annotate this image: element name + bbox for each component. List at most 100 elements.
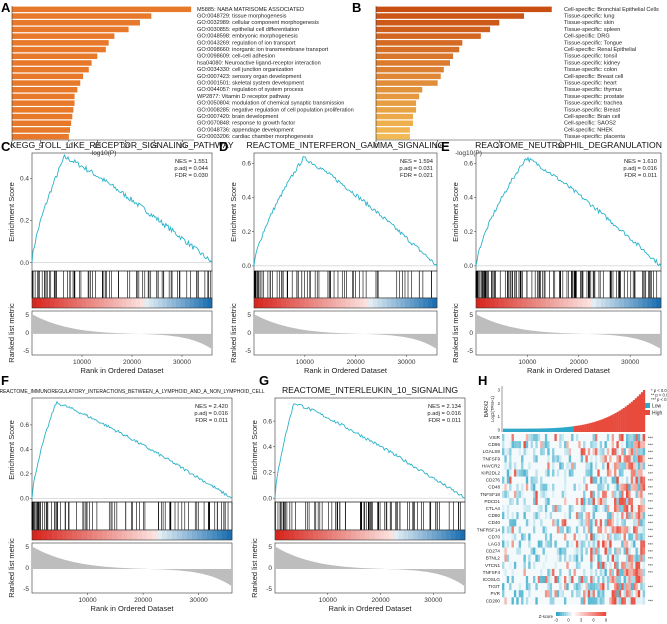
heatmap-cell xyxy=(578,512,581,520)
rank-color-cell xyxy=(68,298,73,308)
rank-color-cell xyxy=(476,298,481,308)
top-bar xyxy=(588,423,591,432)
heatmap-cell xyxy=(640,568,643,577)
rank-color-cell xyxy=(162,298,168,308)
heatmap-cell xyxy=(535,469,538,477)
heatmap-cell xyxy=(597,483,600,491)
heatmap-cell xyxy=(554,476,557,484)
heatmap-cell xyxy=(542,540,546,548)
heatmap-cell xyxy=(637,490,641,499)
heatmap-gene-label: VSIR xyxy=(489,435,500,440)
heatmap-cell xyxy=(554,483,557,491)
rank-color-cell xyxy=(197,530,203,540)
colorbar-tick-label: 3 xyxy=(580,618,583,623)
heatmap-cell xyxy=(504,469,507,477)
heatmap-cell xyxy=(606,441,610,449)
heatmap-cell xyxy=(628,576,631,584)
rank-color-cell xyxy=(63,298,69,308)
heatmap-cell xyxy=(625,512,629,520)
heatmap-cell xyxy=(547,576,550,584)
heatmap-cell xyxy=(630,597,634,605)
heatmap-cell xyxy=(525,469,529,477)
heatmap-cell xyxy=(625,526,629,534)
heatmap-cell xyxy=(590,455,593,463)
heatmap-cell xyxy=(621,519,624,527)
rank-metric-area xyxy=(32,314,212,350)
rank-y-tick-label: 0 xyxy=(469,330,473,337)
rank-color-cell xyxy=(158,298,163,308)
heatmap-cell xyxy=(637,561,641,570)
heatmap-cell xyxy=(642,576,646,584)
heatmap-cell xyxy=(544,497,548,506)
top-y-tick-label: 3 xyxy=(498,388,501,393)
heatmap-cell xyxy=(540,497,543,506)
heatmap-cell xyxy=(535,568,538,577)
heatmap-cell xyxy=(592,583,596,591)
heatmap-cell xyxy=(640,434,643,442)
rank-color-cell xyxy=(113,298,118,308)
heatmap-cell xyxy=(609,469,612,477)
heatmap-cell xyxy=(575,568,579,577)
heatmap-cell xyxy=(518,476,522,484)
heatmap-cell xyxy=(540,547,543,555)
heatmap-cell xyxy=(614,462,617,470)
x-tick-label: 20000 xyxy=(372,597,390,604)
heatmap-cell xyxy=(532,561,536,570)
heatmap-cell xyxy=(642,490,646,499)
heatmap-cell xyxy=(530,462,534,470)
heatmap-cell xyxy=(611,455,615,463)
heatmap-cell xyxy=(556,583,560,591)
heatmap-cell xyxy=(509,455,512,463)
colorbar-tick-label: 6 xyxy=(592,618,595,623)
group-legend-text: Low xyxy=(652,404,662,410)
bar-label: GO:0048729: tissue morphogenesis xyxy=(197,14,287,20)
heatmap-cell xyxy=(633,540,636,548)
heatmap-cell xyxy=(504,526,507,534)
heatmap-cell xyxy=(606,547,610,555)
heatmap-cell xyxy=(521,497,524,506)
heatmap-cell xyxy=(537,469,541,477)
heatmap-cell xyxy=(504,441,507,449)
heatmap-cell xyxy=(594,576,598,584)
heatmap-cell xyxy=(521,483,524,491)
heatmap-cell xyxy=(535,519,538,527)
heatmap-cell xyxy=(571,469,574,477)
heatmap-cell xyxy=(516,505,519,513)
rank-color-cell xyxy=(107,530,113,540)
heatmap-cell xyxy=(621,583,624,591)
rank-color-cell xyxy=(137,530,143,540)
heatmap-cell xyxy=(521,583,524,591)
heatmap-cell xyxy=(611,476,615,484)
heatmap-cell xyxy=(594,512,598,520)
heatmap-cell xyxy=(640,448,643,456)
heatmap-cell xyxy=(571,554,574,562)
heatmap-cell xyxy=(602,434,605,442)
rank-color-cell xyxy=(582,298,588,308)
heatmap-cell xyxy=(573,561,577,570)
heatmap-cell xyxy=(554,505,557,513)
heatmap-cell xyxy=(502,568,505,577)
heatmap-cell xyxy=(540,526,543,534)
rank-color-cell xyxy=(494,298,500,308)
rank-color-cell xyxy=(182,530,188,540)
heatmap-gene-label: TNFSF18 xyxy=(480,492,500,497)
top-bar xyxy=(576,425,579,432)
heatmap-cell xyxy=(618,512,622,520)
heatmap-cell xyxy=(583,533,586,541)
rank-y-tick-label: 0 xyxy=(268,565,272,572)
rank-color-cell xyxy=(189,298,195,308)
heatmap-cell xyxy=(630,490,634,499)
heatmap-cell xyxy=(578,497,581,506)
heatmap-cell xyxy=(537,448,541,456)
rank-color-cell xyxy=(656,298,662,308)
heatmap-cell xyxy=(544,590,548,598)
heatmap-cell xyxy=(616,455,619,463)
heatmap-cell xyxy=(606,554,610,562)
heatmap-cell xyxy=(587,441,591,449)
es-y-tick-label: 0.2 xyxy=(263,470,272,477)
heatmap-cell xyxy=(535,554,538,562)
heatmap-cell xyxy=(611,519,615,527)
heatmap-sig-star: *** xyxy=(648,435,653,440)
heatmap-cell xyxy=(509,512,512,520)
heatmap-cell xyxy=(521,547,524,555)
